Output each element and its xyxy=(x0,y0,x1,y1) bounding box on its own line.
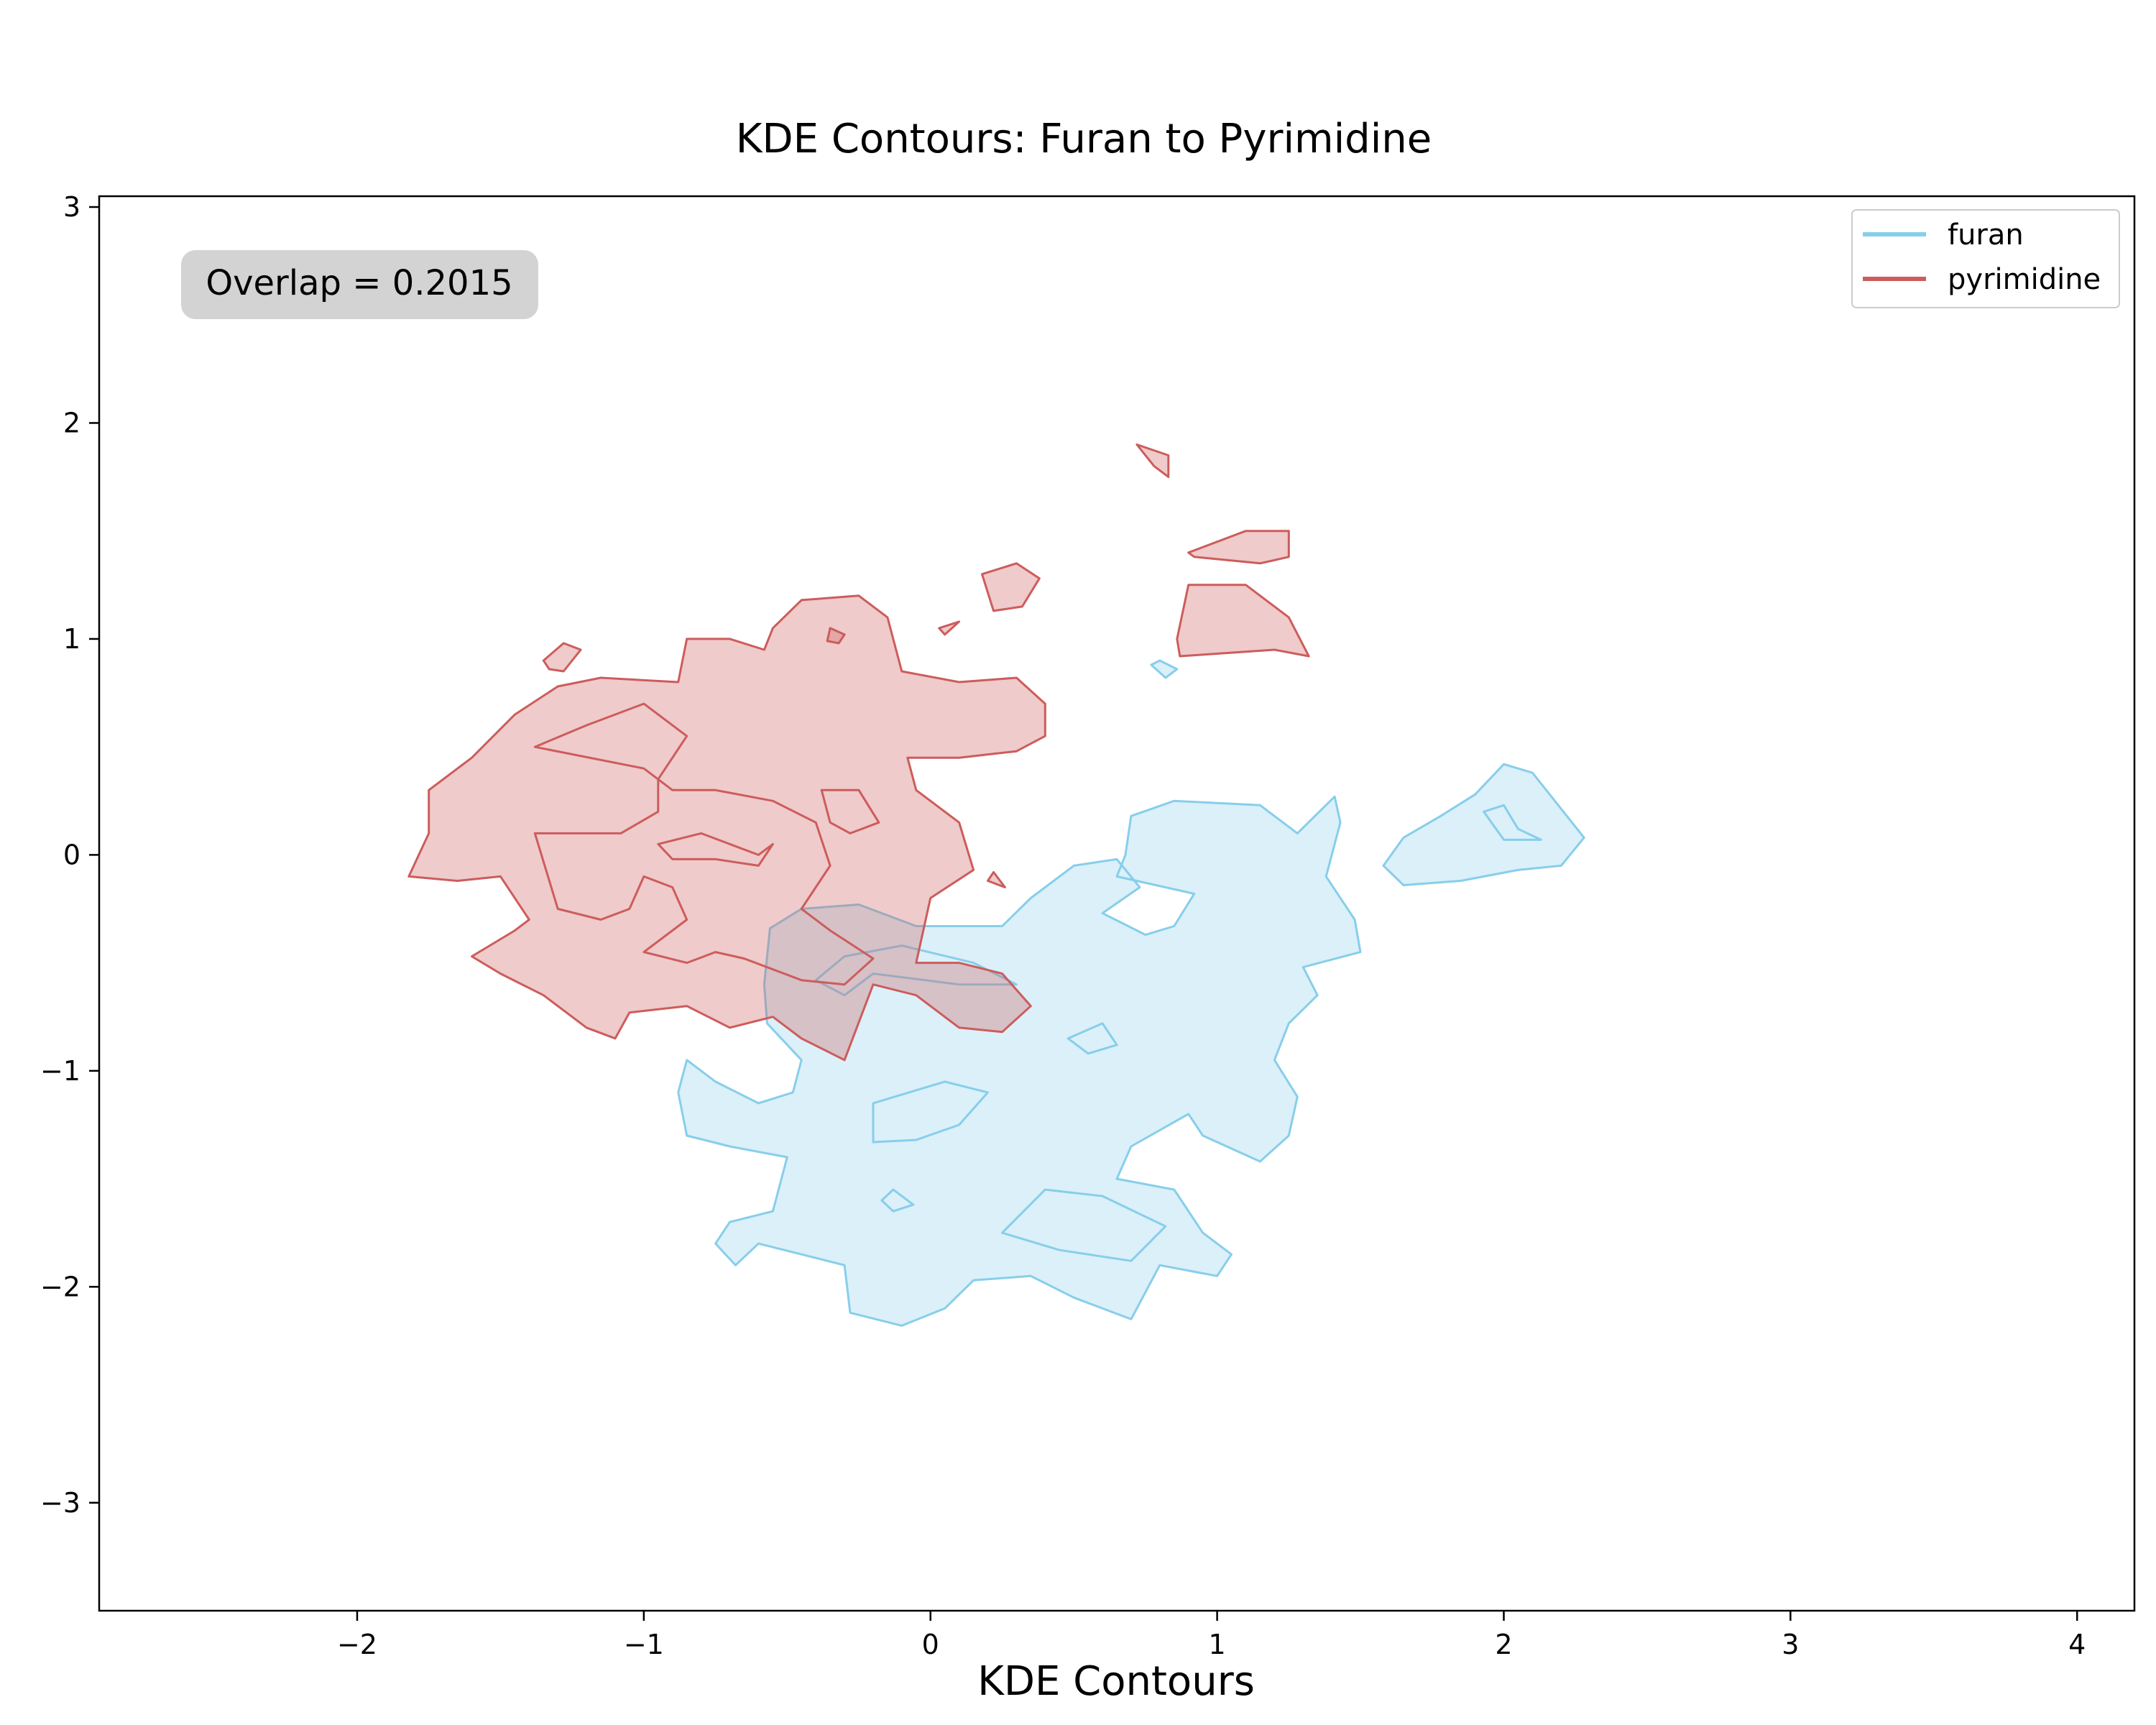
pyrimidine-inner-contour xyxy=(657,832,774,867)
x-tick-label: 2 xyxy=(1495,1629,1512,1660)
pyrimidine-density-region xyxy=(1187,530,1290,565)
x-tick-label: 4 xyxy=(2068,1629,2086,1660)
pyrimidine-inner-contour xyxy=(820,788,880,834)
legend-label-furan: furan xyxy=(1948,218,2024,252)
furan-density-region xyxy=(1382,763,1585,886)
furan-inner-contour xyxy=(880,1188,915,1213)
series-furan xyxy=(677,659,1585,1327)
y-tick-label: −3 xyxy=(40,1487,80,1519)
series-pyrimidine xyxy=(407,443,1310,1062)
pyrimidine-density-region xyxy=(1135,443,1170,479)
furan-density-region xyxy=(677,795,1362,1327)
pyrimidine-density-region xyxy=(938,620,961,636)
y-tick-label: 1 xyxy=(63,623,80,655)
y-tick-label: −1 xyxy=(40,1055,80,1087)
pyrimidine-inner-contour xyxy=(533,702,875,986)
furan-inner-contour xyxy=(1001,1188,1167,1262)
furan-density-region xyxy=(1150,659,1179,679)
pyrimidine-density-region xyxy=(981,562,1041,612)
contour-layer xyxy=(407,443,1585,1327)
y-axis: −3 −2 −1 0 1 2 3 xyxy=(40,191,99,1519)
x-tick-label: −2 xyxy=(337,1629,377,1660)
y-tick-label: −2 xyxy=(40,1271,80,1302)
pyrimidine-density-region xyxy=(1176,584,1310,658)
plot-frame xyxy=(98,195,2136,1612)
furan-inner-contour xyxy=(872,1080,989,1144)
legend: furan pyrimidine xyxy=(1851,209,2120,308)
y-tick-label: 0 xyxy=(63,839,80,870)
pyrimidine-density-region xyxy=(542,642,582,673)
pyrimidine-density-region xyxy=(826,627,846,645)
pyrimidine-density-region xyxy=(407,594,1046,1062)
furan-inner-contour xyxy=(1483,804,1542,841)
x-tick-label: −1 xyxy=(624,1629,664,1660)
pyrimidine-density-region xyxy=(987,870,1006,888)
furan-inner-contour xyxy=(1067,1022,1118,1055)
legend-label-pyrimidine: pyrimidine xyxy=(1948,263,2101,296)
x-axis-label: KDE Contours xyxy=(977,1658,1255,1705)
x-tick-label: 3 xyxy=(1782,1629,1799,1660)
overlap-annotation: Overlap = 0.2015 xyxy=(181,250,538,319)
x-tick-label: 0 xyxy=(922,1629,939,1660)
overlap-annotation-text: Overlap = 0.2015 xyxy=(206,263,512,303)
y-tick-label: 2 xyxy=(63,407,80,438)
x-axis: −2 −1 0 1 2 3 4 xyxy=(337,1611,2086,1660)
x-tick-label: 1 xyxy=(1209,1629,1226,1660)
y-tick-label: 3 xyxy=(63,191,80,223)
chart-title: KDE Contours: Furan to Pyrimidine xyxy=(736,116,1432,162)
